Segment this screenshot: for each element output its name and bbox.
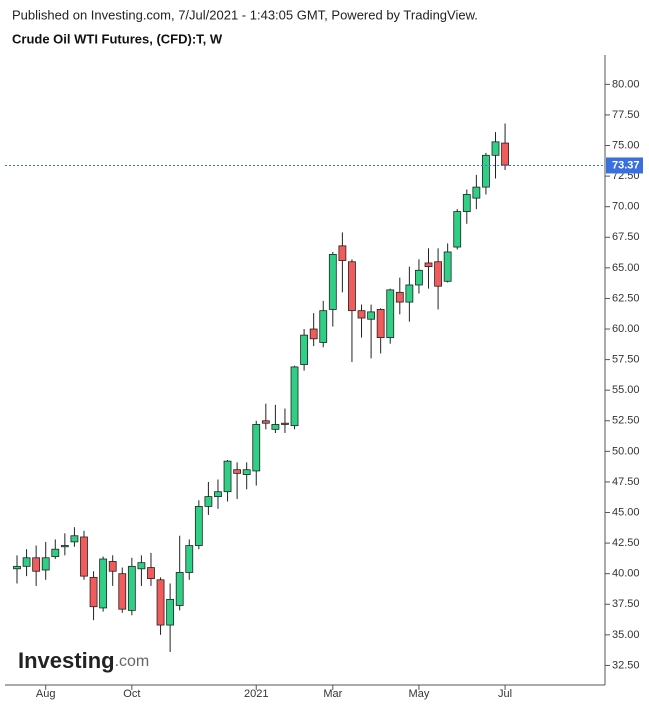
candle-body — [127, 565, 136, 611]
candle-body — [453, 211, 462, 248]
x-tick-label: Mar — [323, 688, 342, 700]
candle-body — [252, 424, 261, 472]
candle-body — [290, 366, 299, 427]
candle-body — [376, 309, 385, 338]
candle-body — [13, 565, 21, 570]
x-tick-label: Jul — [498, 688, 512, 700]
y-tick-label: 50.00 — [612, 445, 640, 457]
candle-body — [175, 572, 184, 606]
y-tick-label: 45.00 — [612, 506, 640, 518]
candle-body — [415, 269, 423, 286]
candle-body — [204, 496, 213, 507]
candle-body — [166, 598, 175, 626]
candle-body — [214, 491, 222, 498]
candle-body — [147, 567, 155, 579]
candle-body — [89, 576, 98, 608]
candle-body — [70, 535, 79, 543]
candle-body — [185, 545, 194, 573]
y-tick-label: 57.50 — [612, 354, 640, 366]
candle-body — [357, 310, 366, 319]
candle-body — [386, 289, 395, 338]
candle-body — [32, 557, 41, 572]
candle-body — [338, 245, 347, 261]
y-tick-label: 65.00 — [612, 262, 640, 274]
candle-body — [60, 545, 69, 548]
y-tick-label: 32.50 — [612, 659, 640, 671]
watermark-name: Investing — [18, 648, 115, 673]
candle-body — [395, 291, 404, 303]
chart-title: Crude Oil WTI Futures, (CFD):T, W — [12, 31, 223, 46]
x-tick-label: Aug — [36, 688, 56, 700]
y-tick-label: 47.50 — [612, 476, 640, 488]
candle-body — [482, 154, 490, 188]
y-tick-label: 42.50 — [612, 537, 640, 549]
candle-body — [367, 311, 375, 320]
candle-body — [271, 424, 280, 430]
chart-subtitle: Published on Investing.com, 7/Jul/2021 -… — [12, 7, 478, 22]
candle-body — [405, 284, 414, 303]
candle-body — [261, 420, 270, 424]
candle-body — [319, 310, 328, 343]
y-tick-label: 80.00 — [612, 78, 640, 90]
candle-body — [424, 262, 433, 268]
candle-body — [137, 562, 146, 570]
x-tick-label: 2021 — [244, 688, 268, 700]
last-price-label: 73.37 — [612, 159, 640, 171]
candle-body — [118, 573, 127, 610]
candle-body — [309, 328, 318, 340]
candle-body — [223, 460, 232, 493]
candle-body — [501, 142, 509, 166]
candle-body — [242, 469, 251, 475]
y-tick-label: 40.00 — [612, 568, 640, 580]
candle-body — [108, 561, 117, 572]
candle-body — [300, 334, 309, 365]
y-tick-label: 62.50 — [612, 292, 640, 304]
last-price-box — [606, 157, 643, 174]
x-tick-label: Oct — [123, 688, 140, 700]
y-tick-label: 37.50 — [612, 598, 640, 610]
y-tick-label: 55.00 — [612, 384, 640, 396]
candle-body — [51, 548, 60, 557]
candle-body — [80, 536, 88, 577]
y-tick-label: 52.50 — [612, 415, 640, 427]
candle-body — [328, 253, 337, 310]
y-tick-label: 60.00 — [612, 323, 640, 335]
candle-body — [99, 558, 108, 609]
y-tick-label: 75.00 — [612, 139, 640, 151]
y-tick-label: 77.50 — [612, 109, 640, 121]
candle-body — [434, 261, 442, 287]
candle-body — [348, 261, 356, 312]
candle-body — [281, 422, 289, 425]
candle-body — [462, 194, 471, 212]
candle-body — [194, 505, 203, 546]
watermark-suffix: .com — [115, 653, 150, 670]
candle-body — [443, 251, 452, 282]
y-tick-label: 67.50 — [612, 231, 640, 243]
candle-body — [156, 579, 165, 626]
candle-body — [41, 557, 50, 571]
candle-body — [491, 141, 500, 156]
x-tick-label: May — [409, 688, 430, 700]
watermark: Investing.com — [18, 648, 149, 673]
y-tick-label: 70.00 — [612, 201, 640, 213]
y-tick-label: 35.00 — [612, 629, 640, 641]
candle-body — [472, 186, 481, 199]
candle-body — [22, 557, 31, 567]
candle-body — [233, 469, 242, 474]
